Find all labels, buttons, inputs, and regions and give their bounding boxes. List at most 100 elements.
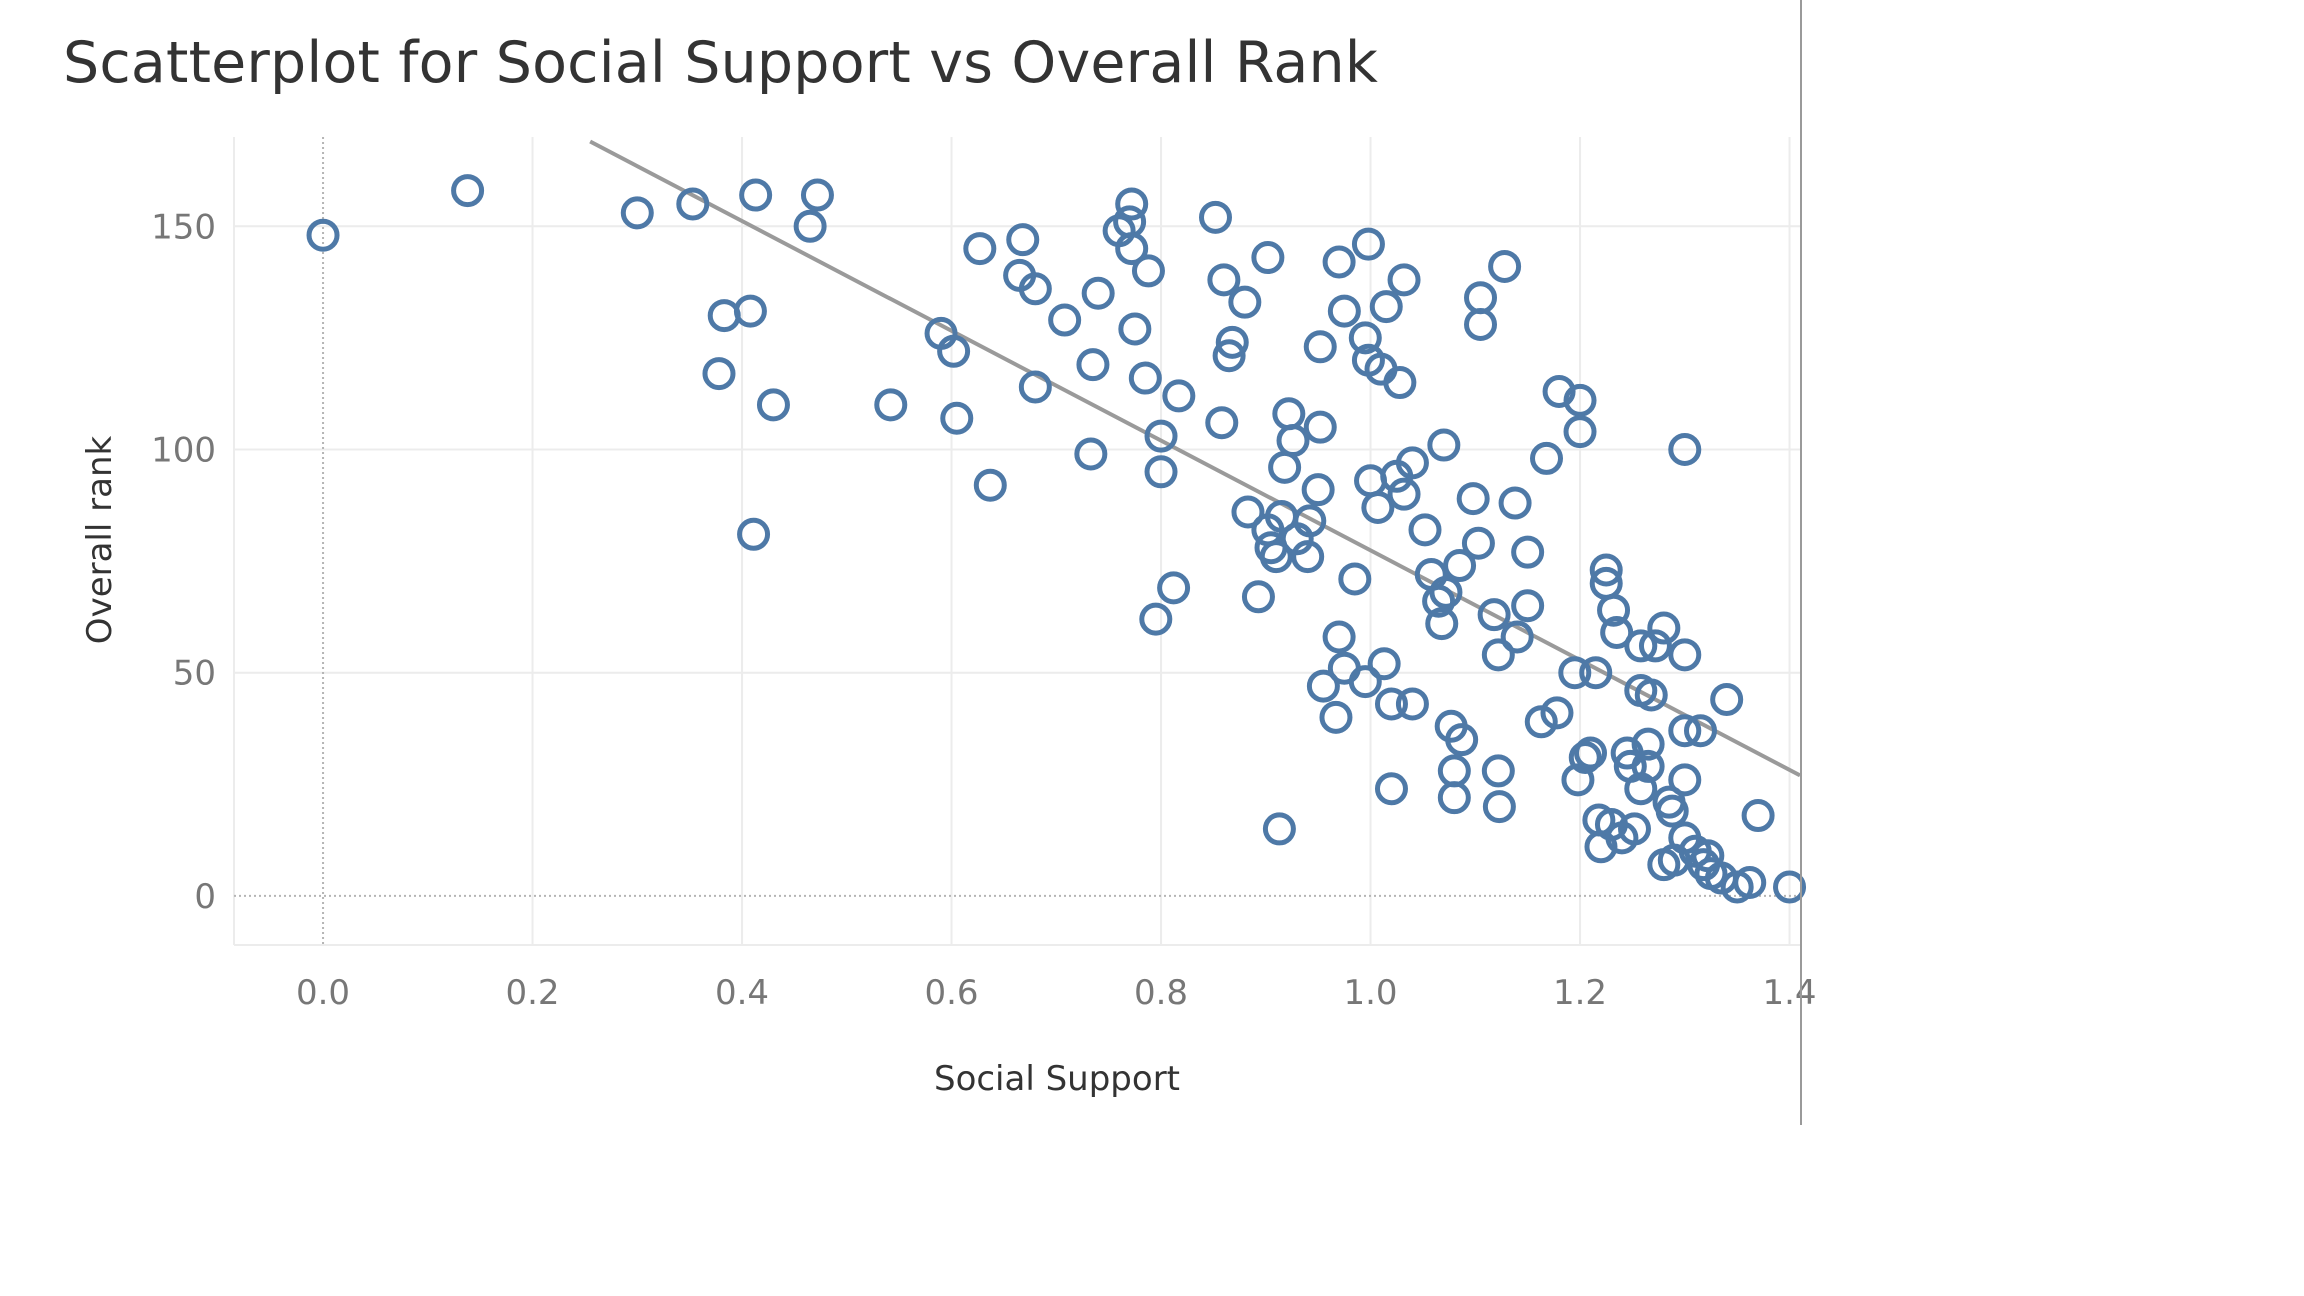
data-point (1374, 772, 1408, 806)
data-point (1207, 263, 1241, 297)
data-point (1157, 571, 1191, 605)
data-point (1276, 424, 1310, 458)
data-point (1579, 656, 1613, 690)
data-point (451, 174, 485, 208)
data-point (1131, 254, 1165, 288)
data-point (940, 401, 974, 435)
data-point (1387, 263, 1421, 297)
data-point (1241, 580, 1275, 614)
data-point (1498, 486, 1532, 520)
x-axis-ticks: 0.0 0.2 0.4 0.6 0.8 1.0 1.2 1.4 (296, 973, 1817, 1013)
data-point (1530, 441, 1564, 475)
data-point (1319, 700, 1353, 734)
data-point (1631, 749, 1665, 783)
data-point (1464, 307, 1498, 341)
data-point (1303, 330, 1337, 364)
data-point (1348, 321, 1382, 355)
data-point (1558, 656, 1592, 690)
data-point (793, 209, 827, 243)
data-point (1144, 455, 1178, 489)
data-point (1128, 361, 1162, 395)
data-point (1482, 790, 1516, 824)
data-point (874, 388, 908, 422)
data-point (1348, 665, 1382, 699)
y-tick-label: 50 (173, 654, 216, 694)
zero-reference-lines (234, 137, 1800, 945)
data-point (1631, 727, 1665, 761)
data-point (1773, 870, 1807, 904)
data-point (1524, 705, 1558, 739)
data-point (1456, 482, 1490, 516)
data-point (1395, 446, 1429, 480)
data-point (1624, 772, 1658, 806)
data-point (1301, 473, 1335, 507)
data-point (1251, 241, 1285, 275)
data-point (1162, 379, 1196, 413)
trend-line-group (589, 139, 1801, 778)
data-point (1198, 200, 1232, 234)
data-point (1481, 638, 1515, 672)
data-point (1374, 687, 1408, 721)
data-point (1655, 794, 1689, 828)
x-tick-label: 1.0 (1343, 973, 1397, 1013)
data-point (1461, 526, 1495, 560)
data-point (306, 218, 340, 252)
data-point (1327, 294, 1361, 328)
data-point (1395, 687, 1429, 721)
data-point (1212, 339, 1246, 373)
data-point (1139, 602, 1173, 636)
data-point (1429, 575, 1463, 609)
data-point (1361, 491, 1395, 525)
data-point (963, 232, 997, 266)
data-point (1018, 272, 1052, 306)
data-point (1511, 535, 1545, 569)
data-point (1668, 763, 1702, 797)
data-point (1231, 495, 1265, 529)
data-point (1322, 620, 1356, 654)
data-point (1437, 754, 1471, 788)
data-point (1540, 696, 1574, 730)
data-point (1563, 415, 1597, 449)
data-point (1383, 366, 1417, 400)
data-point (1338, 562, 1372, 596)
data-point (1511, 589, 1545, 623)
data-point (1445, 723, 1479, 757)
chart-title: Scatterplot for Social Support vs Overal… (63, 30, 1379, 96)
data-point (1422, 584, 1456, 618)
y-axis-title: Overall rank (80, 436, 120, 645)
data-point (1668, 432, 1702, 466)
data-point (1293, 504, 1327, 538)
data-point (1144, 419, 1178, 453)
data-point (676, 187, 710, 221)
data-point (1600, 616, 1634, 650)
data-point (1668, 714, 1702, 748)
data-point (1262, 812, 1296, 846)
data-point (1259, 540, 1293, 574)
data-point (1500, 620, 1534, 654)
data-point (1624, 629, 1658, 663)
data-point (1574, 736, 1608, 770)
data-point (1076, 348, 1110, 382)
trend-line (589, 139, 1801, 778)
data-point (1568, 741, 1602, 775)
data-point (1710, 682, 1744, 716)
data-point (1272, 397, 1306, 431)
data-point (733, 294, 767, 328)
data-point (1215, 325, 1249, 359)
data-point (707, 299, 741, 333)
y-axis-ticks: 0 50 100 150 (151, 207, 216, 917)
data-point (737, 517, 771, 551)
data-point (1115, 187, 1149, 221)
data-point (1081, 276, 1115, 310)
data-point (1351, 227, 1385, 261)
data-point (1427, 428, 1461, 462)
data-point (1303, 410, 1337, 444)
data-point (1683, 714, 1717, 748)
data-point (1668, 638, 1702, 672)
x-tick-label: 0.8 (1134, 973, 1188, 1013)
data-point (937, 334, 971, 368)
data-point (739, 178, 773, 212)
data-point (1481, 754, 1515, 788)
y-tick-label: 0 (194, 877, 216, 917)
